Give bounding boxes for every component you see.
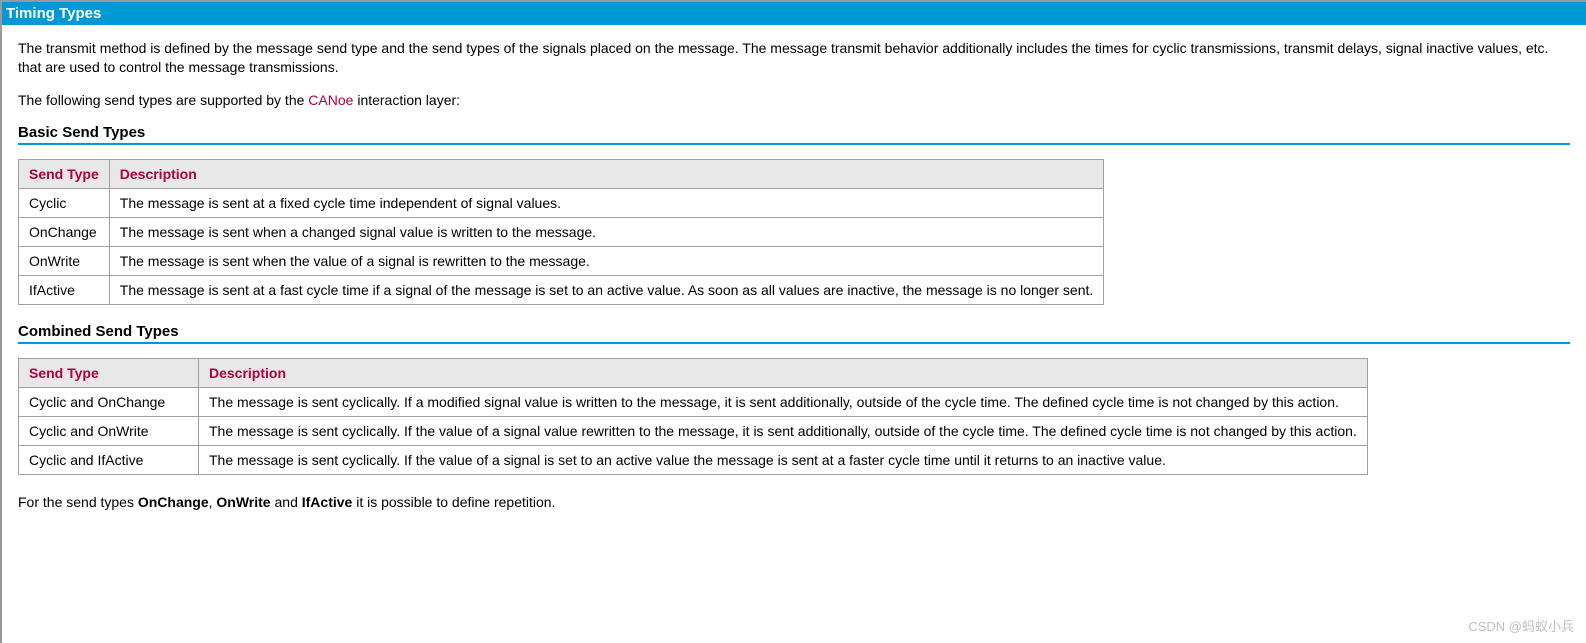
table-row: Cyclic and IfActive The message is sent … — [19, 445, 1368, 474]
footnote-bold-2: OnWrite — [216, 494, 270, 510]
col-send-type: Send Type — [19, 159, 110, 188]
table-header-row: Send Type Description — [19, 159, 1104, 188]
intro2-prefix: The following send types are supported b… — [18, 92, 308, 108]
intro2-suffix: interaction layer: — [353, 92, 460, 108]
footnote-bold-1: OnChange — [138, 494, 209, 510]
cell-description: The message is sent cyclically. If a mod… — [199, 387, 1368, 416]
col-description: Description — [109, 159, 1104, 188]
cell-send-type: OnChange — [19, 217, 110, 246]
table-header-row: Send Type Description — [19, 358, 1368, 387]
footnote-sep-2: and — [271, 494, 302, 510]
table-row: Cyclic and OnWrite The message is sent c… — [19, 416, 1368, 445]
basic-send-types-table: Send Type Description Cyclic The message… — [18, 159, 1104, 305]
cell-send-type: Cyclic and OnChange — [19, 387, 199, 416]
cell-description: The message is sent at a fixed cycle tim… — [109, 188, 1104, 217]
cell-send-type: Cyclic and OnWrite — [19, 416, 199, 445]
table-row: IfActive The message is sent at a fast c… — [19, 275, 1104, 304]
title-bar: Timing Types — [2, 2, 1586, 25]
content-area: The transmit method is defined by the me… — [2, 25, 1586, 512]
intro-paragraph: The transmit method is defined by the me… — [18, 39, 1570, 77]
page-title: Timing Types — [6, 5, 101, 22]
footnote-suffix: it is possible to define repetition. — [352, 494, 555, 510]
footnote: For the send types OnChange, OnWrite and… — [18, 493, 1570, 513]
footnote-bold-3: IfActive — [302, 494, 353, 510]
cell-send-type: OnWrite — [19, 246, 110, 275]
cell-description: The message is sent when a changed signa… — [109, 217, 1104, 246]
col-send-type: Send Type — [19, 358, 199, 387]
cell-send-type: IfActive — [19, 275, 110, 304]
cell-description: The message is sent cyclically. If the v… — [199, 445, 1368, 474]
cell-description: The message is sent at a fast cycle time… — [109, 275, 1104, 304]
cell-description: The message is sent when the value of a … — [109, 246, 1104, 275]
table-row: Cyclic The message is sent at a fixed cy… — [19, 188, 1104, 217]
col-description: Description — [199, 358, 1368, 387]
footnote-prefix: For the send types — [18, 494, 138, 510]
watermark: CSDN @蚂蚁小兵 — [1468, 616, 1574, 635]
cell-send-type: Cyclic — [19, 188, 110, 217]
table-row: OnWrite The message is sent when the val… — [19, 246, 1104, 275]
table-row: OnChange The message is sent when a chan… — [19, 217, 1104, 246]
cell-send-type: Cyclic and IfActive — [19, 445, 199, 474]
cell-description: The message is sent cyclically. If the v… — [199, 416, 1368, 445]
table-row: Cyclic and OnChange The message is sent … — [19, 387, 1368, 416]
combined-send-types-table: Send Type Description Cyclic and OnChang… — [18, 358, 1368, 475]
section-heading-combined: Combined Send Types — [18, 323, 1570, 344]
section-heading-basic: Basic Send Types — [18, 124, 1570, 145]
canoe-link[interactable]: CANoe — [308, 92, 353, 108]
intro-paragraph-2: The following send types are supported b… — [18, 91, 1570, 110]
